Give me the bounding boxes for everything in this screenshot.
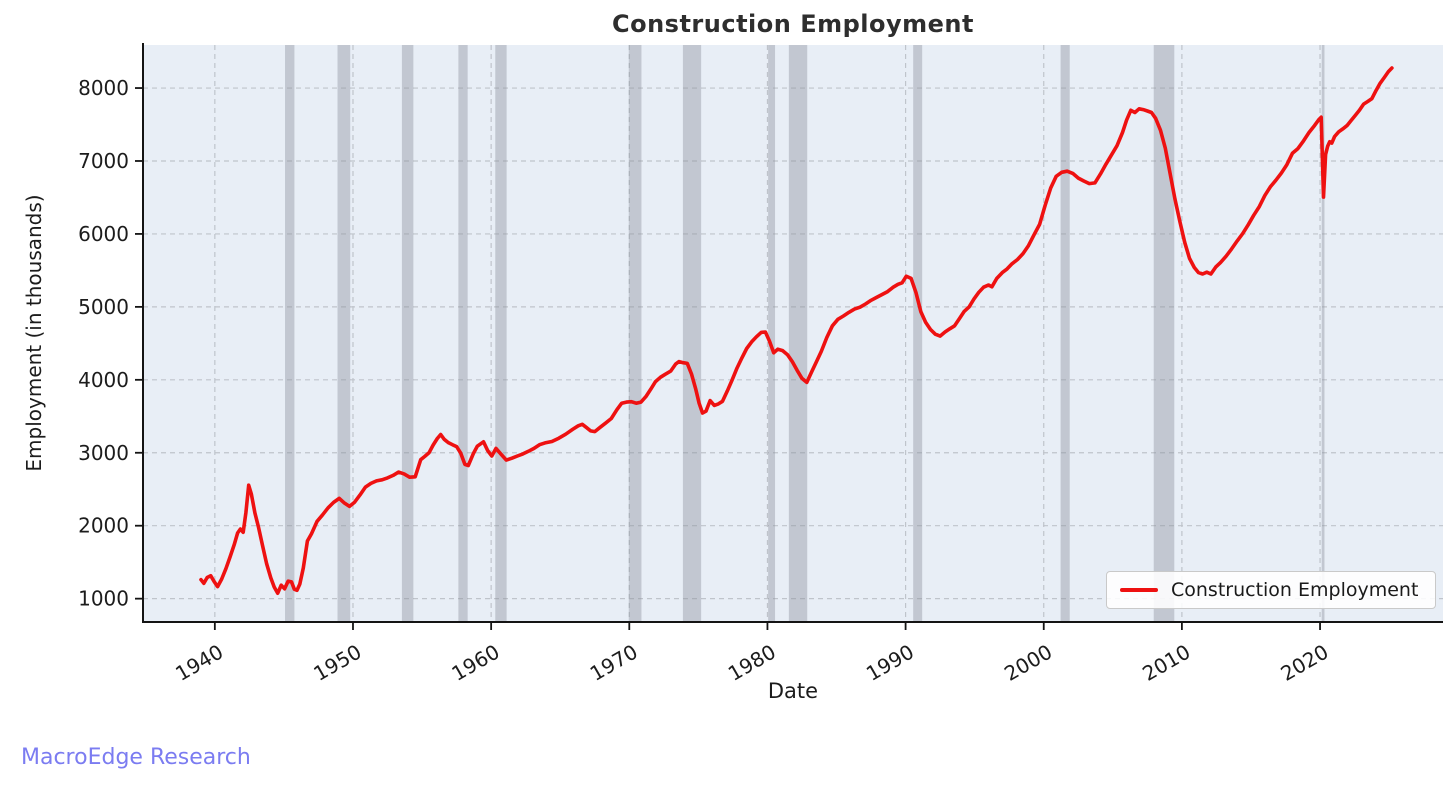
legend-label: Construction Employment: [1171, 579, 1419, 601]
y-tick-labels: 1000 2000 3000 4000 5000 6000 7000 8000: [78, 76, 129, 611]
chart-title: Construction Employment: [611, 10, 974, 38]
svg-text:8000: 8000: [78, 76, 129, 100]
svg-text:6000: 6000: [78, 222, 129, 246]
x-axis-label: Date: [767, 679, 819, 703]
axis-tick-marks: [135, 87, 1321, 630]
svg-text:3000: 3000: [78, 441, 129, 465]
employment-line: [199, 66, 1394, 595]
legend-line-swatch: [1120, 588, 1158, 592]
recession-bands: [285, 45, 1325, 622]
svg-text:4000: 4000: [78, 368, 129, 392]
svg-text:5000: 5000: [78, 295, 129, 319]
svg-text:7000: 7000: [78, 149, 129, 173]
svg-text:2000: 2000: [78, 514, 129, 538]
svg-text:1000: 1000: [78, 587, 129, 611]
legend: Construction Employment: [1106, 571, 1436, 609]
watermark-link[interactable]: MacroEdge Research: [21, 745, 251, 770]
y-axis-label: Employment (in thousands): [22, 194, 46, 472]
gridlines: [143, 45, 1443, 622]
